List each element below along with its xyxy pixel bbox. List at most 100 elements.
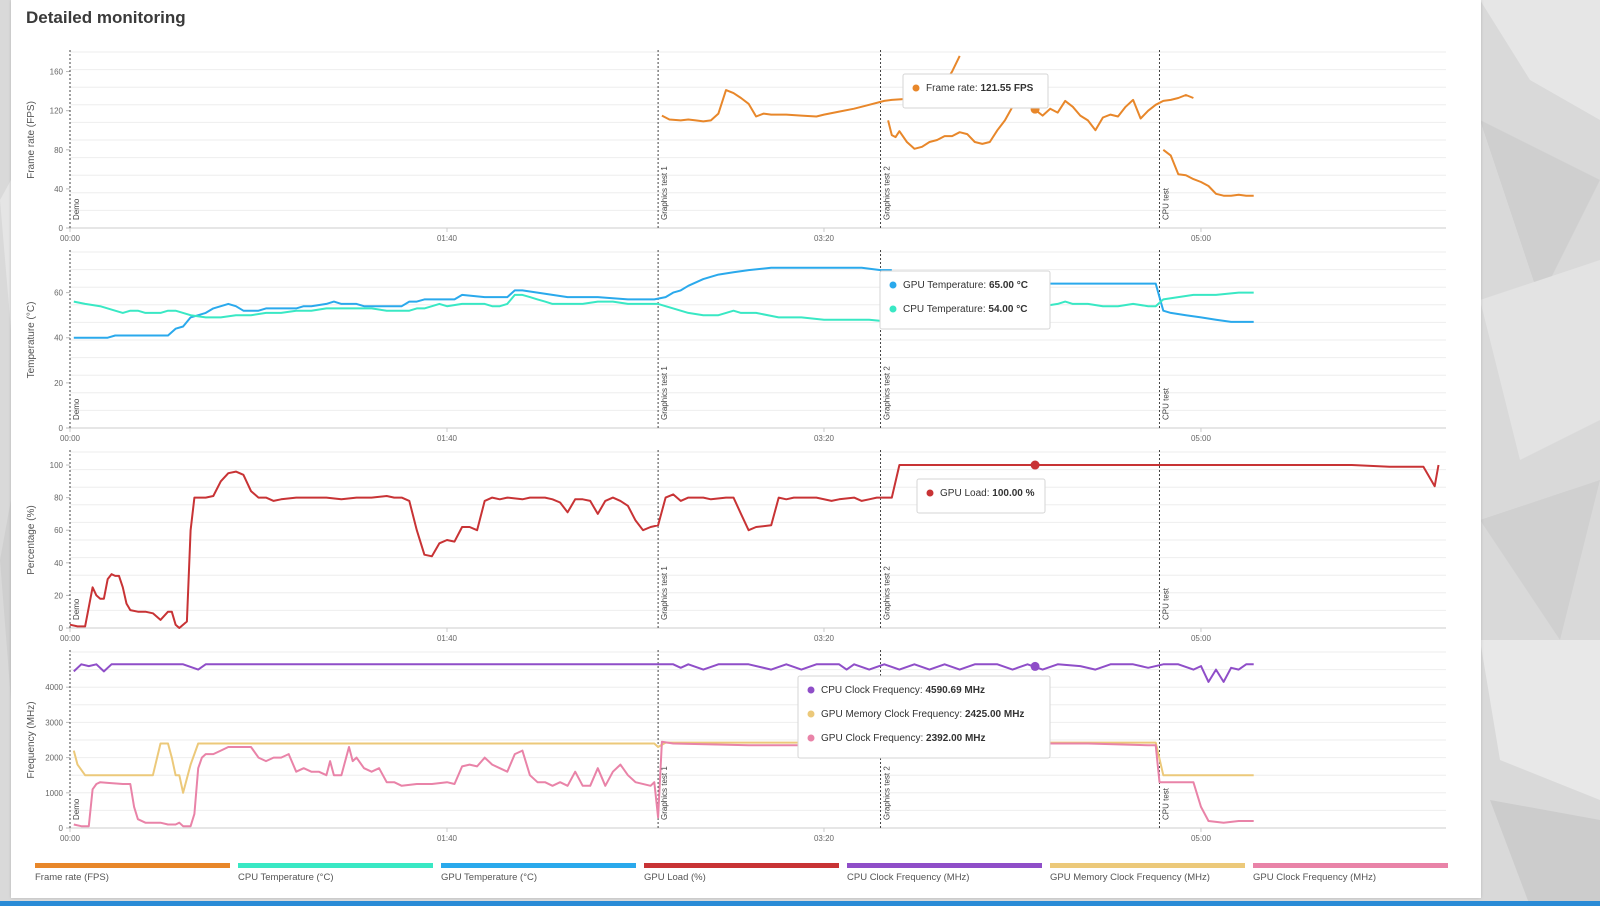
y-tick-label: 80 [54, 146, 63, 155]
tooltip-dot [889, 305, 897, 313]
series-line-gpu-load [69, 464, 1440, 629]
tooltip-text: Frame rate: 121.55 FPS [926, 83, 1034, 94]
x-tick-label: 01:40 [437, 434, 458, 443]
y-tick-label: 100 [50, 461, 64, 470]
phase-marker-label: CPU test [1161, 187, 1170, 220]
legend-swatch [238, 863, 433, 868]
y-tick-label: 1000 [45, 789, 63, 798]
tooltip-label: GPU Temperature: [903, 280, 989, 291]
legend-swatch [644, 863, 839, 868]
y-tick-label: 80 [54, 494, 63, 503]
y-axis-label: Frequency (MHz) [26, 701, 37, 778]
tooltip-value: 4590.69 MHz [925, 685, 984, 696]
phase-marker-label: Demo [72, 598, 81, 620]
legend-swatch [1050, 863, 1245, 868]
fps-chart: 0 40 80 120 160 Frame rate (FPS) 00:00 01:40 03:… [26, 50, 1446, 243]
series-line-cpu-temp [73, 293, 892, 323]
x-tick-label: 05:00 [1191, 834, 1212, 843]
series-line-cpu-temp [1016, 291, 1254, 308]
bottom-accent-bar [0, 901, 1600, 906]
x-tick-label: 03:20 [814, 834, 835, 843]
tooltip-dot [912, 84, 920, 92]
tooltip-label: Frame rate: [926, 83, 980, 94]
temperature-chart: 0 20 40 60 Temperature (°C) 00:00 01:40 03:20 05… [26, 250, 1446, 443]
y-tick-label: 120 [50, 107, 64, 116]
y-tick-label: 0 [59, 824, 64, 833]
tooltip-label: CPU Temperature: [903, 304, 988, 315]
phase-marker-label: CPU test [1161, 387, 1170, 420]
tooltip-value: 100.00 % [992, 488, 1034, 499]
x-tick-label: 00:00 [60, 434, 81, 443]
tooltip-value: 2425.00 MHz [965, 709, 1024, 720]
tooltip-box [797, 675, 1051, 759]
y-axis-label: Frame rate (FPS) [26, 101, 37, 179]
phase-marker-label: Demo [72, 398, 81, 420]
hover-point [1030, 661, 1040, 671]
legend-swatch [35, 863, 230, 868]
tooltip-label: GPU Memory Clock Frequency: [821, 709, 965, 720]
x-tick-label: 01:40 [437, 234, 458, 243]
x-tick-label: 00:00 [60, 234, 81, 243]
x-tick-label: 03:20 [814, 434, 835, 443]
x-tick-label: 00:00 [60, 834, 81, 843]
y-tick-label: 160 [50, 68, 64, 77]
legend-swatch [847, 863, 1042, 868]
series-line-gpu-clock [73, 740, 1254, 828]
x-tick-label: 01:40 [437, 634, 458, 643]
frequency-chart: 0 1000 2000 3000 4000 Frequency (MHz) 00:00 01:… [26, 650, 1446, 843]
y-axis-label: Temperature (°C) [26, 302, 37, 379]
phase-marker-label: CPU test [1161, 587, 1170, 620]
tooltip-text: CPU Temperature: 54.00 °C [903, 304, 1027, 315]
y-tick-label: 60 [54, 526, 63, 535]
legend-label: CPU Clock Frequency (MHz) [847, 872, 969, 883]
legend-label: Frame rate (FPS) [35, 872, 109, 883]
phase-marker-label: Graphics test 1 [660, 766, 669, 820]
tooltip-text: GPU Load: 100.00 % [940, 488, 1035, 499]
tooltip-text: GPU Temperature: 65.00 °C [903, 280, 1028, 291]
legend-label: GPU Temperature (°C) [441, 872, 537, 883]
y-axis-label: Percentage (%) [26, 505, 37, 574]
x-tick-label: 01:40 [437, 834, 458, 843]
phase-marker-label: Graphics test 2 [883, 566, 892, 620]
tooltip-value: 54.00 °C [988, 304, 1027, 315]
y-tick-label: 4000 [45, 683, 63, 692]
x-tick-label: 03:20 [814, 234, 835, 243]
tooltip-label: CPU Clock Frequency: [821, 685, 925, 696]
tooltip-text: GPU Memory Clock Frequency: 2425.00 MHz [821, 709, 1024, 720]
tooltip-dot [807, 710, 815, 718]
x-tick-label: 05:00 [1191, 434, 1212, 443]
legend-label: CPU Temperature (°C) [238, 872, 333, 883]
y-tick-label: 60 [54, 289, 63, 298]
x-tick-label: 05:00 [1191, 234, 1212, 243]
tooltip-box [902, 73, 1049, 109]
x-tick-label: 00:00 [60, 634, 81, 643]
y-tick-label: 2000 [45, 754, 63, 763]
y-tick-label: 20 [54, 379, 63, 388]
tooltip-dot [807, 686, 815, 694]
y-tick-label: 20 [54, 591, 63, 600]
y-tick-label: 0 [59, 424, 64, 433]
gpu-load-chart: 0 20 40 60 80 100 Percentage (%) 00:00 01:40 03:2… [26, 450, 1446, 643]
hover-point [1030, 460, 1040, 470]
tooltip-label: GPU Load: [940, 488, 992, 499]
tooltip-box [916, 478, 1046, 514]
y-tick-label: 40 [54, 185, 63, 194]
tooltip-value: 121.55 FPS [980, 83, 1033, 94]
phase-marker-label: Demo [72, 798, 81, 820]
tooltip-box [879, 270, 1051, 330]
tooltip-value: 2392.00 MHz [926, 733, 985, 744]
tooltip-dot [926, 489, 934, 497]
phase-marker-label: Graphics test 2 [883, 766, 892, 820]
legend-label: GPU Load (%) [644, 872, 706, 883]
series-line-gpu-temp [1016, 280, 1254, 323]
phase-marker-label: Graphics test 2 [883, 166, 892, 220]
phase-marker-label: Graphics test 1 [660, 566, 669, 620]
monitoring-card [11, 0, 1481, 898]
tooltip-text: GPU Clock Frequency: 2392.00 MHz [821, 733, 986, 744]
legend-swatch [441, 863, 636, 868]
series-line-gpu-temp [73, 266, 892, 339]
tooltip-dot [889, 281, 897, 289]
legend-label: GPU Memory Clock Frequency (MHz) [1050, 872, 1210, 883]
legend-label: GPU Clock Frequency (MHz) [1253, 872, 1376, 883]
